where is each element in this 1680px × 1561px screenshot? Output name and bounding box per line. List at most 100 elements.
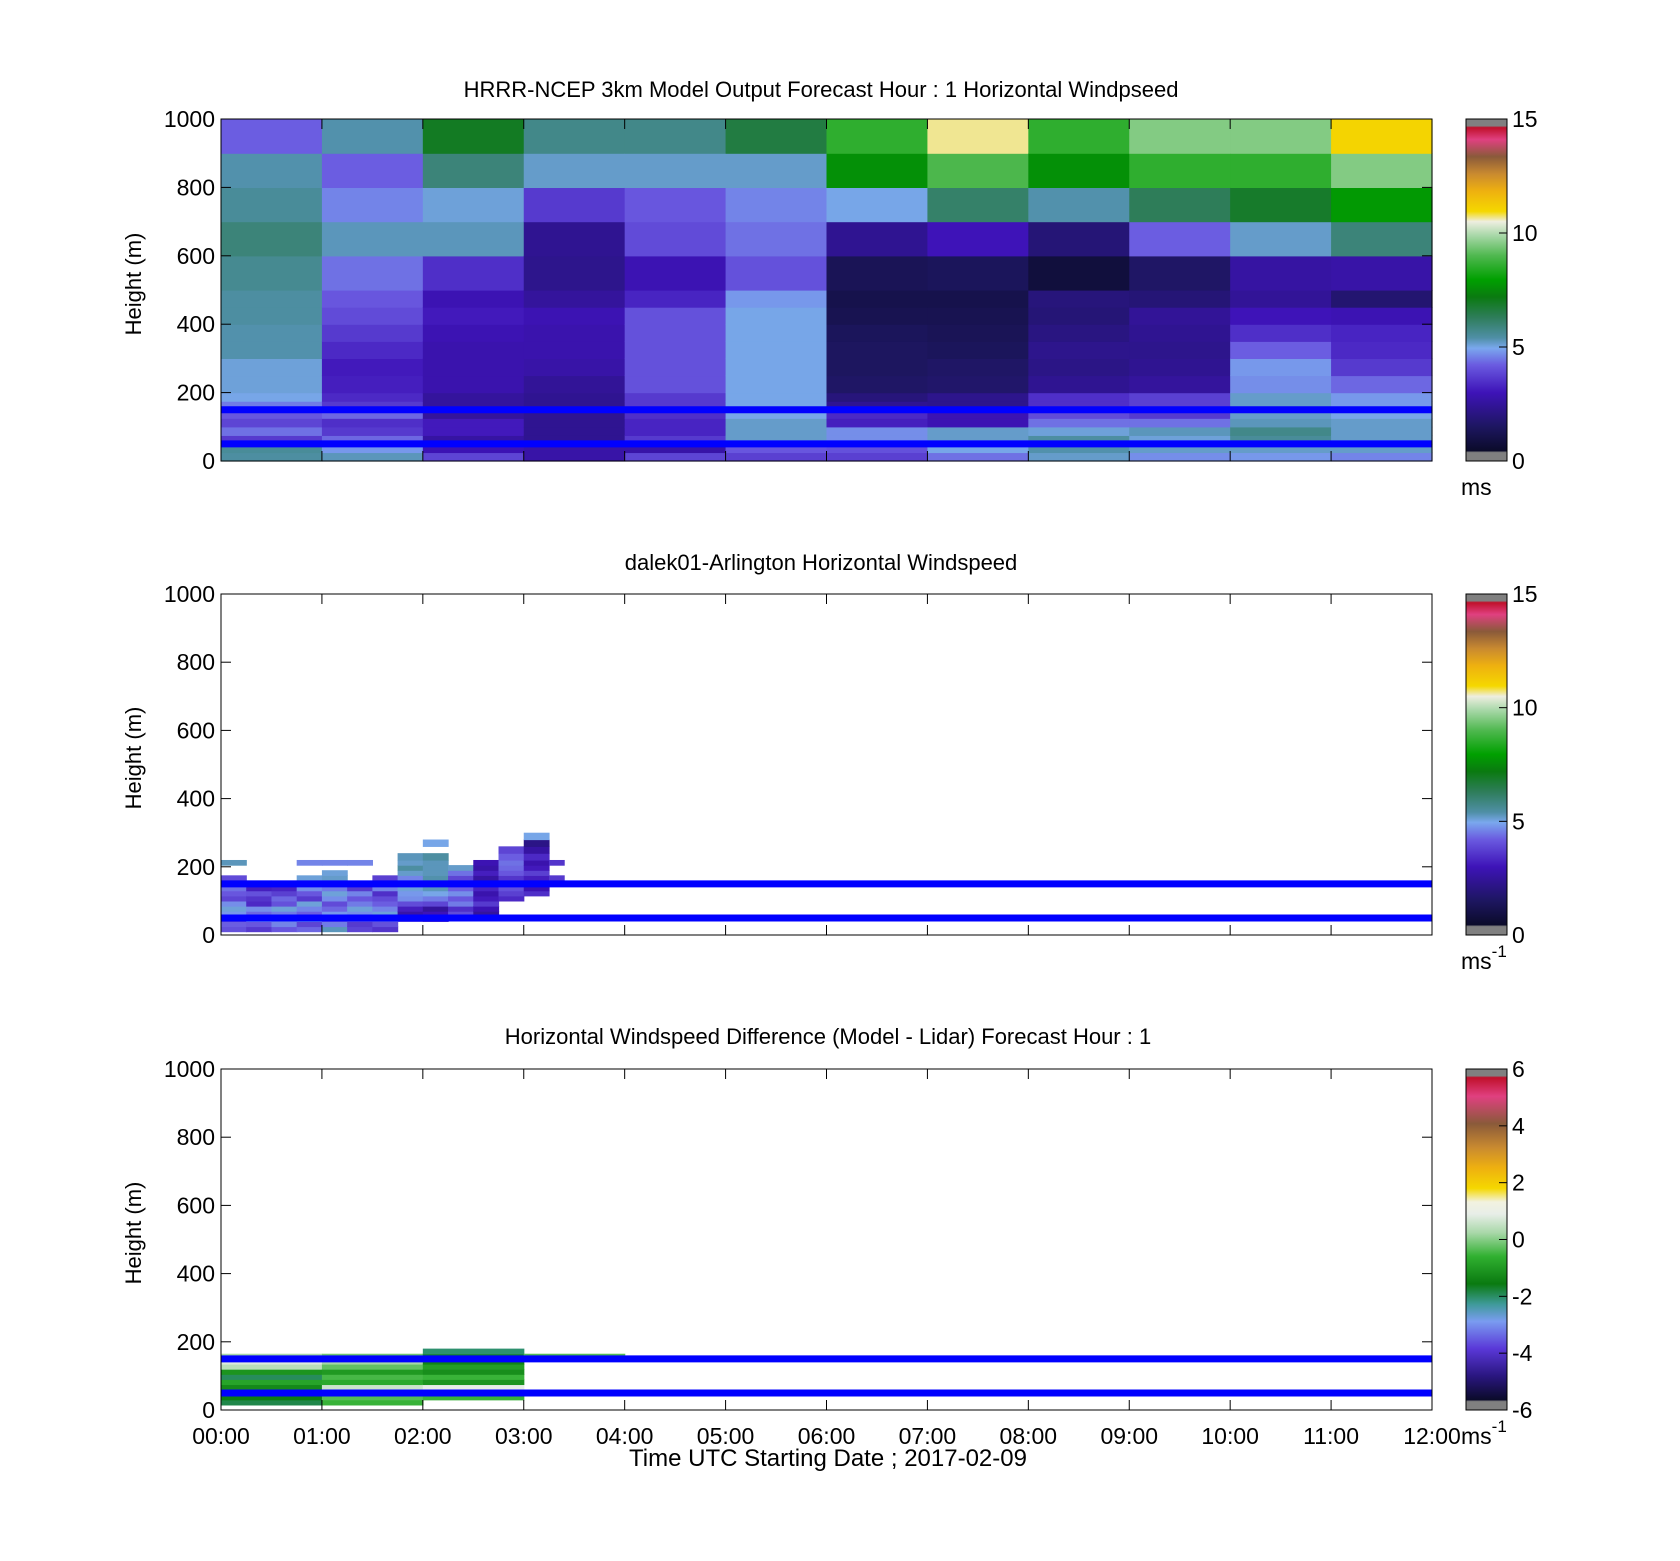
colorbar-tick-label: 15 — [1512, 581, 1538, 607]
heatmap-cell — [523, 832, 550, 841]
heatmap-cell — [1331, 443, 1433, 454]
heatmap-cell — [372, 895, 399, 902]
heatmap-cell — [523, 119, 626, 154]
heatmap-cell — [1331, 401, 1433, 411]
heatmap-cell — [624, 392, 727, 402]
heatmap-cell — [321, 906, 348, 912]
heatmap-cell — [826, 401, 929, 411]
panel-difference: Horizontal Windspeed Difference (Model -… — [121, 1024, 1533, 1449]
heatmap-cell — [372, 900, 399, 907]
y-tick-label: 1000 — [164, 106, 215, 132]
y-tick-label: 600 — [177, 1192, 215, 1218]
heatmap-cell — [624, 187, 727, 223]
heatmap-cell — [624, 418, 727, 428]
heatmap-cell — [448, 890, 474, 897]
heatmap-cell — [372, 911, 399, 917]
heatmap-cell — [1230, 119, 1332, 154]
heatmap-cell — [372, 926, 399, 933]
heatmap-cell — [473, 906, 500, 912]
heatmap-cell — [927, 409, 1029, 419]
heatmap-cell — [1028, 375, 1130, 394]
heatmap-cell — [271, 900, 298, 907]
heatmap-cell — [221, 341, 323, 359]
heatmap-cell — [523, 187, 626, 223]
y-tick-label: 800 — [177, 1124, 215, 1150]
heatmap-cell — [927, 324, 1029, 342]
heatmap-cell — [397, 906, 424, 912]
heatmap-cell — [523, 375, 626, 394]
heatmap-cell — [624, 307, 727, 325]
heatmap-cell — [221, 859, 247, 866]
heatmap-cell — [422, 1369, 525, 1375]
heatmap-cell — [523, 324, 626, 342]
heatmap-cell — [473, 875, 500, 882]
heatmap-cell — [397, 911, 424, 917]
heatmap-cell — [1331, 119, 1433, 154]
heatmap-cell — [221, 443, 323, 454]
x-tick-label: 06:00 — [798, 1423, 856, 1449]
heatmap-cell — [725, 119, 828, 154]
heatmap-cell — [422, 290, 525, 308]
heatmap-cell — [826, 221, 929, 257]
heatmap-cell — [321, 435, 424, 445]
heatmap-cell — [523, 307, 626, 325]
heatmap-cell — [221, 426, 323, 436]
heatmap-cell — [1331, 341, 1433, 359]
heatmap-cell — [422, 443, 525, 454]
heatmap-cell — [422, 885, 449, 892]
heatmap-cell — [548, 875, 565, 882]
heatmap-cell — [321, 221, 424, 257]
heatmap-cell — [1129, 426, 1231, 436]
heatmap-cell — [1129, 409, 1231, 419]
heatmap-cell — [221, 1374, 323, 1380]
heatmap-cell — [927, 221, 1029, 257]
heatmap-cell — [1230, 324, 1332, 342]
heatmap-cell — [422, 452, 525, 462]
heatmap-cell — [221, 255, 323, 291]
x-tick-label: 05:00 — [697, 1423, 755, 1449]
heatmap-cell — [1129, 255, 1231, 291]
x-tick-label: 03:00 — [495, 1423, 553, 1449]
heatmap-cell — [422, 401, 525, 411]
x-axis: 00:00 01:00 02:00 03:00 04:00 05:00 06:00 07:00… — [192, 1069, 1461, 1449]
x-tick-label: 12:00 — [1403, 1423, 1461, 1449]
x-tick-label: 01:00 — [293, 1423, 351, 1449]
heatmap-cell — [1129, 341, 1231, 359]
heatmap-cell — [624, 119, 727, 154]
heatmap-cell — [523, 221, 626, 257]
heatmap-cell — [221, 1394, 323, 1401]
heatmap-cell — [246, 921, 273, 928]
heatmap-cell — [221, 1369, 323, 1375]
heatmap-cell — [826, 375, 929, 394]
colorbar-tick-label: 2 — [1512, 1170, 1525, 1196]
heatmap-cell — [422, 187, 525, 223]
heatmap-cell — [397, 870, 424, 876]
y-axis-label: Height (m) — [121, 1182, 146, 1285]
heatmap-cell — [1028, 324, 1130, 342]
heatmap-cell — [927, 358, 1029, 377]
heatmap-cell — [927, 187, 1029, 223]
x-tick-label: 00:00 — [192, 1423, 250, 1449]
heatmap-cell — [725, 255, 828, 291]
heatmap-cell — [473, 890, 500, 897]
heatmap-cell — [725, 452, 828, 462]
y-axis-label: Height (m) — [121, 707, 146, 810]
heatmap-cell — [1230, 375, 1332, 394]
heatmap-cell — [347, 890, 373, 897]
heatmap-cell — [725, 409, 828, 419]
reference-lines — [221, 406, 1432, 448]
heatmap-cell — [523, 290, 626, 308]
y-tick-label: 800 — [177, 174, 215, 200]
colorbar-tick-label: 6 — [1512, 1056, 1525, 1082]
y-tick-label: 1000 — [164, 1056, 215, 1082]
heatmap-cell — [498, 890, 525, 897]
colorbar-gradient — [1465, 593, 1508, 936]
heatmap-cell — [826, 443, 929, 454]
heatmap-cell — [927, 418, 1029, 428]
heatmap-cell — [221, 1384, 323, 1391]
heatmap-cell — [422, 375, 525, 394]
heatmap-cell — [448, 865, 474, 871]
heatmap-cell — [1331, 255, 1433, 291]
heatmap-cell — [624, 401, 727, 411]
x-axis — [220, 594, 1433, 935]
